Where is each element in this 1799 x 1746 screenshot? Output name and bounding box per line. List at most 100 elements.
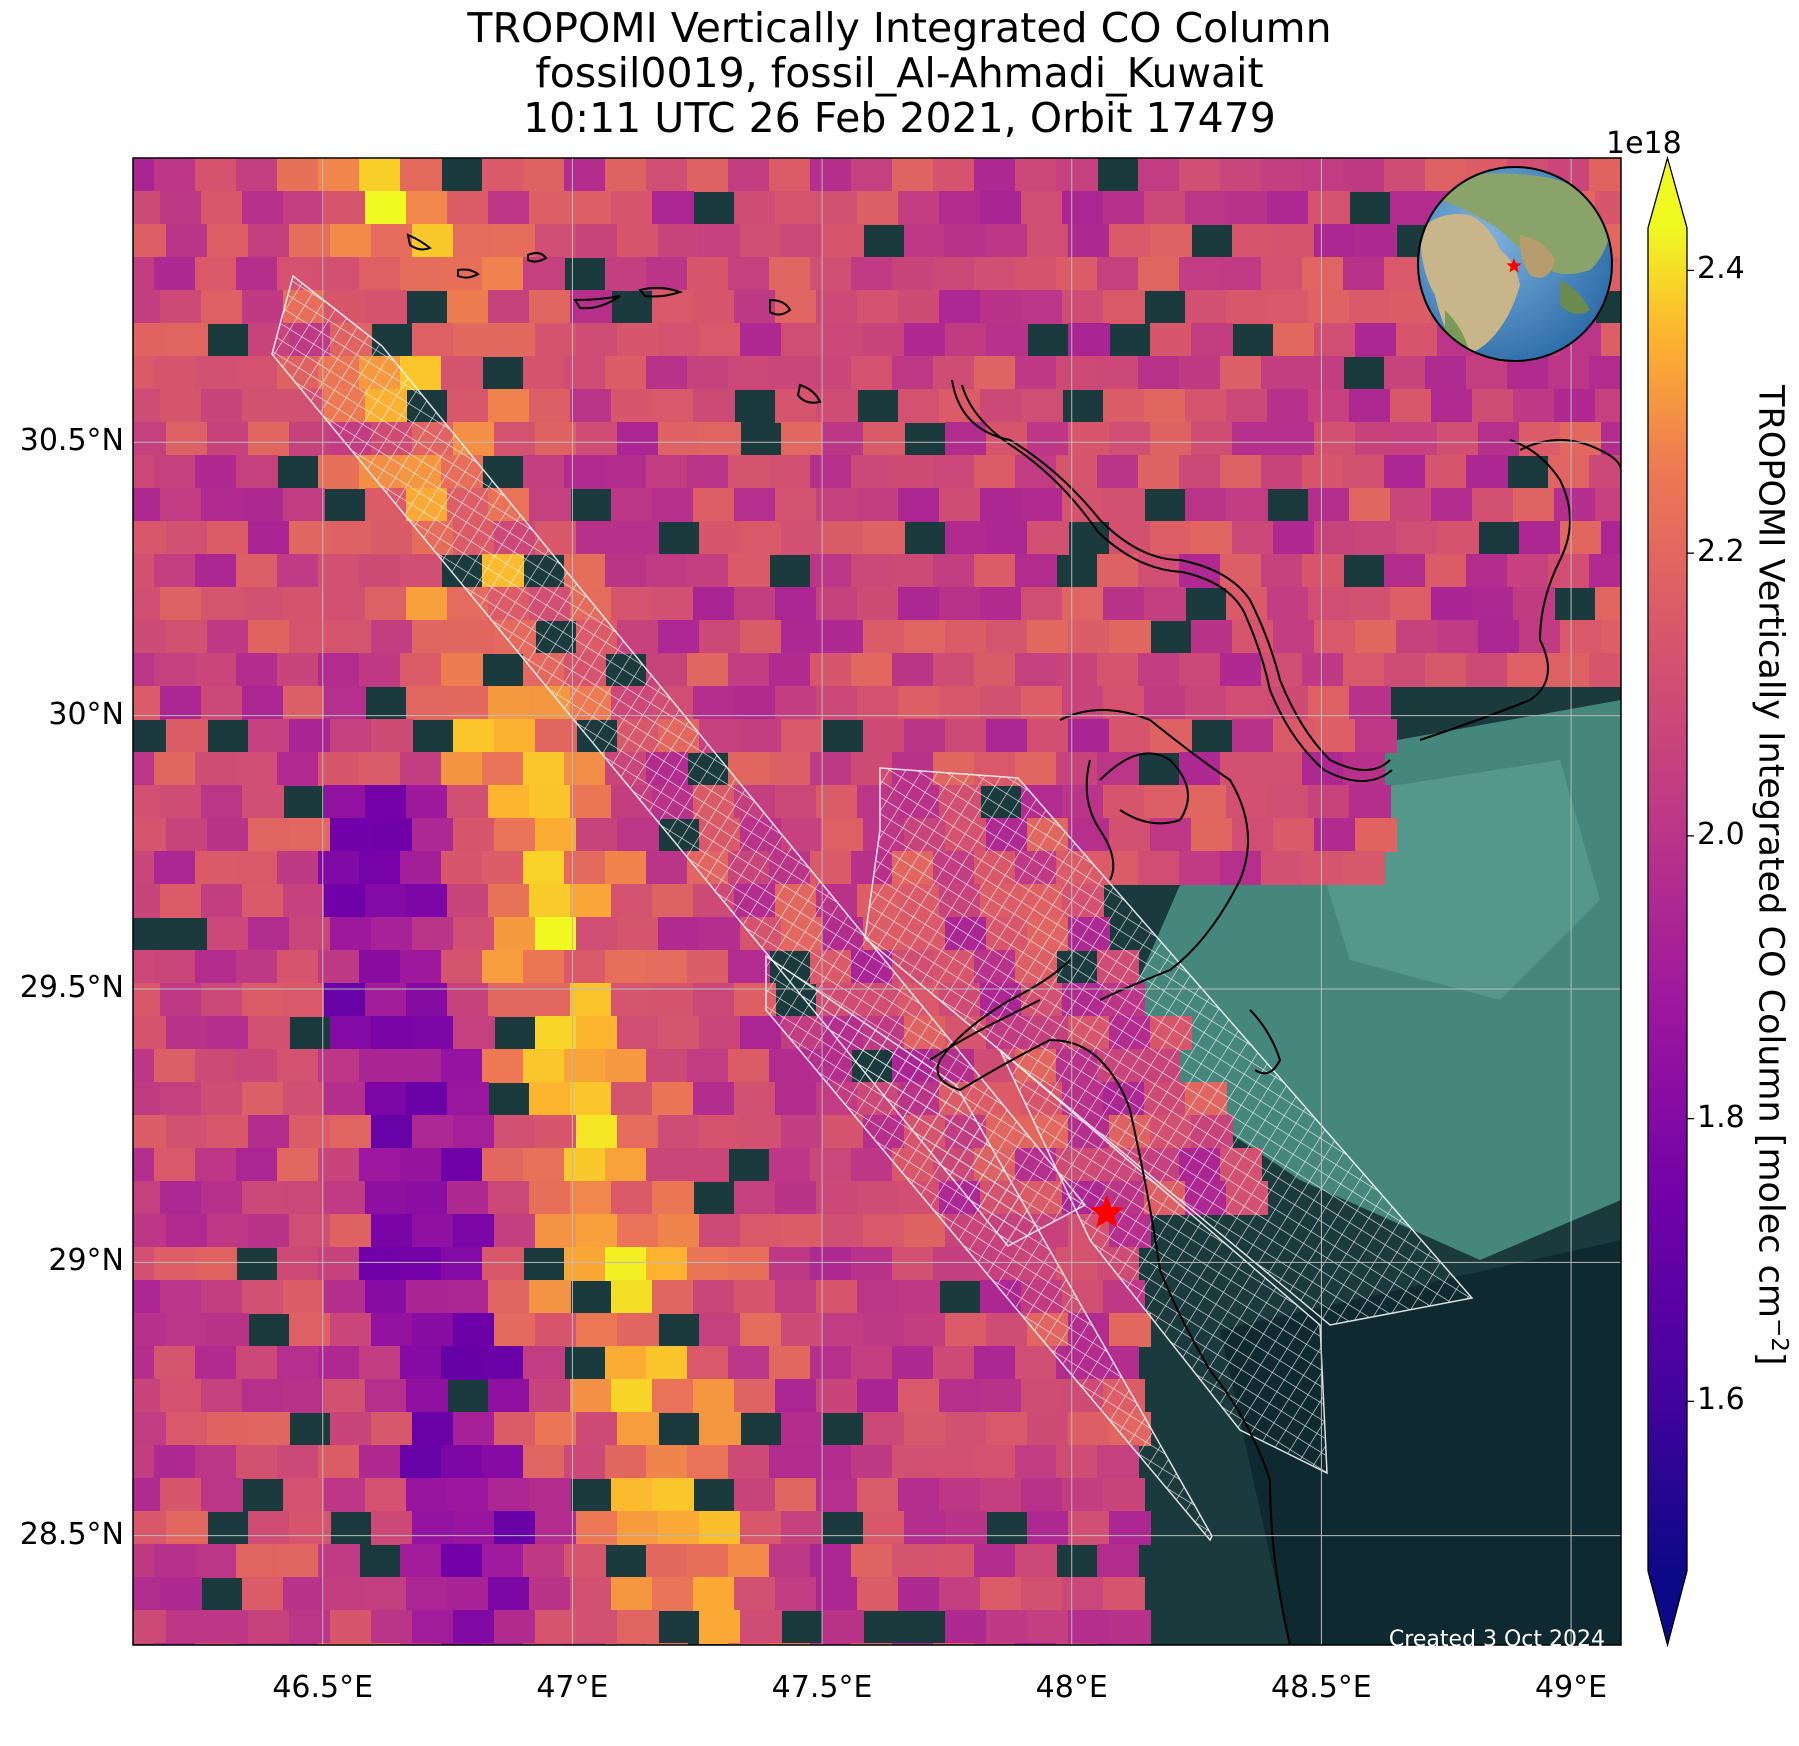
co-cell (371, 1313, 413, 1347)
co-cell (658, 1115, 700, 1149)
colorbar-tick-label: 2.2 (1697, 534, 1745, 570)
co-cell (781, 422, 823, 456)
co-cell (195, 1643, 237, 1645)
co-cell (488, 983, 530, 1017)
co-cell (863, 323, 905, 357)
co-cell (851, 1247, 893, 1281)
co-cell (1437, 422, 1479, 456)
co-cell (133, 1412, 167, 1446)
target-footprint-mesh (271, 274, 1474, 1542)
co-cell (898, 1478, 940, 1512)
co-cell (207, 620, 249, 654)
co-cell (1343, 455, 1385, 489)
co-cell (693, 1082, 735, 1116)
co-cell (1150, 224, 1192, 258)
co-cell (857, 1181, 899, 1215)
co-cell (488, 1379, 530, 1413)
co-cell (857, 1577, 899, 1611)
co-cell (277, 554, 319, 588)
co-cell (693, 1280, 735, 1314)
co-cell (1308, 191, 1350, 225)
co-cell (904, 620, 946, 654)
co-cell (939, 686, 981, 720)
co-cell (857, 1379, 899, 1413)
co-cell (1261, 851, 1303, 885)
co-cell (412, 1610, 454, 1644)
co-cell (822, 521, 864, 555)
co-cell (570, 1082, 612, 1116)
co-cell (494, 818, 536, 852)
co-cell (734, 1379, 776, 1413)
co-cell (816, 686, 858, 720)
co-cell (904, 1412, 946, 1446)
co-cell (447, 389, 489, 423)
co-cell (1349, 587, 1391, 621)
co-cell (1232, 521, 1274, 555)
co-cell (236, 1643, 278, 1645)
co-cell (453, 719, 495, 753)
co-cell (687, 1148, 729, 1182)
co-cell (810, 752, 852, 786)
co-cell (207, 521, 249, 555)
co-cell (160, 290, 202, 324)
co-cell (236, 1049, 278, 1083)
co-cell (330, 818, 372, 852)
co-cell (945, 1412, 987, 1446)
co-cell (166, 1412, 208, 1446)
co-cell (646, 554, 688, 588)
co-cell (1062, 191, 1104, 225)
co-cell (605, 851, 647, 885)
co-cell (488, 389, 530, 423)
co-cell (529, 389, 571, 423)
co-cell (1466, 455, 1508, 489)
co-cell (494, 224, 536, 258)
colorbar-tick-marks (1687, 269, 1694, 1403)
co-cell (693, 983, 735, 1017)
co-cell (734, 1478, 776, 1512)
inset-globe (1417, 166, 1613, 362)
co-cell (318, 653, 360, 687)
co-cell (769, 1445, 811, 1479)
co-cell (1056, 158, 1098, 192)
co-cell (195, 158, 237, 192)
co-cell (605, 1643, 647, 1645)
co-cell (863, 1214, 905, 1248)
co-cell (248, 917, 290, 951)
co-cell (658, 1214, 700, 1248)
co-cell (289, 521, 331, 555)
co-cell (1425, 455, 1467, 489)
co-cell (576, 1016, 618, 1050)
co-cell (646, 1148, 688, 1182)
co-cell (154, 1049, 196, 1083)
co-cell (1390, 191, 1432, 225)
co-cell (289, 620, 331, 654)
co-cell (1355, 719, 1397, 753)
co-cell (740, 521, 782, 555)
co-cell (154, 1544, 196, 1578)
co-cell (734, 1577, 776, 1611)
co-cell (939, 488, 981, 522)
co-cell (133, 1379, 161, 1413)
co-cell (406, 1478, 448, 1512)
co-cell (986, 521, 1028, 555)
co-cell (781, 620, 823, 654)
co-cell (318, 1346, 360, 1380)
credits: Created 3 Oct 2024 Source: NASA/JPL-Calt… (1324, 1626, 1605, 1680)
co-cell (892, 1346, 934, 1380)
co-cell (734, 686, 776, 720)
co-cell (195, 455, 237, 489)
co-cell (195, 653, 237, 687)
co-cell (535, 1115, 577, 1149)
co-cell (365, 1478, 407, 1512)
co-cell (693, 488, 735, 522)
co-cell (851, 653, 893, 687)
co-cell (986, 620, 1028, 654)
co-cell (898, 686, 940, 720)
y-tick-label: 29.5°N (19, 969, 124, 1005)
co-cell (441, 1445, 483, 1479)
co-cell (1103, 389, 1145, 423)
co-cell (447, 884, 489, 918)
co-cell (1314, 719, 1356, 753)
co-cell (974, 158, 1016, 192)
co-cell (242, 686, 284, 720)
